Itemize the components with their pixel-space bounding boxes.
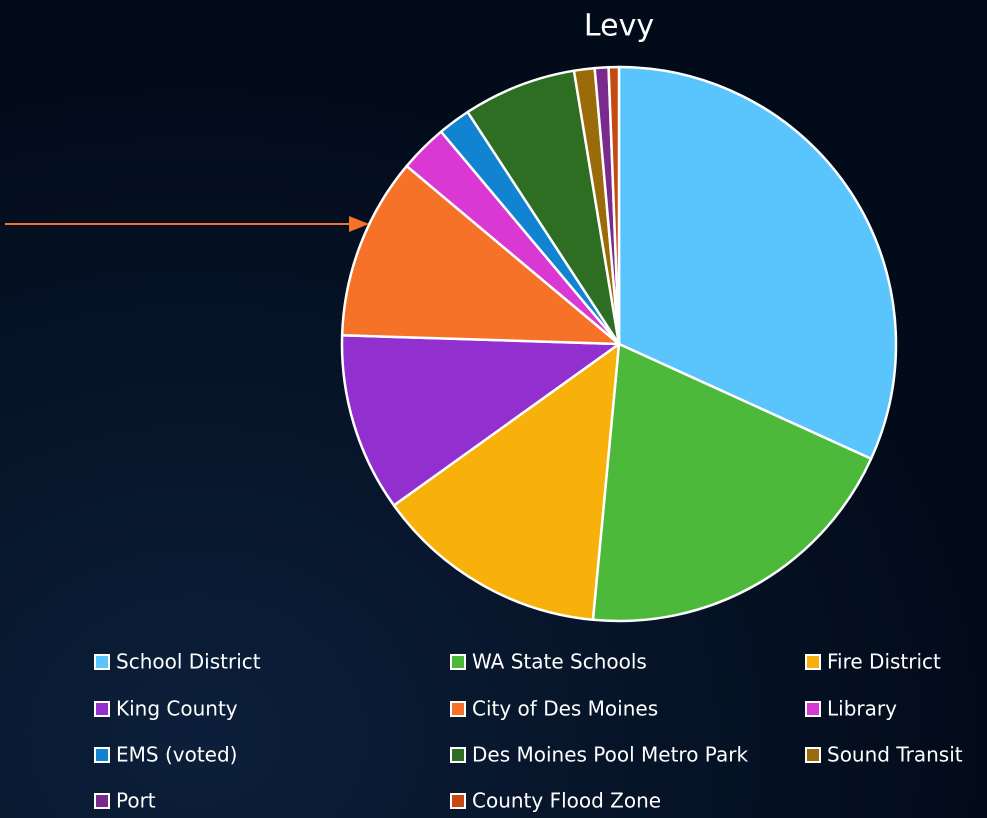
legend-swatch — [450, 701, 466, 717]
legend-label: Des Moines Pool Metro Park — [472, 743, 748, 767]
legend-label: School District — [116, 650, 261, 674]
pie-slice — [591, 342, 873, 623]
legend-label: King County — [116, 697, 238, 721]
pie-slice — [607, 65, 621, 346]
pie-slice — [617, 65, 898, 461]
legend-swatch — [450, 793, 466, 809]
legend-label: Fire District — [827, 650, 941, 674]
legend-swatch — [805, 747, 821, 763]
pie-slice — [340, 164, 621, 346]
legend-swatch — [94, 654, 110, 670]
legend-label: WA State Schools — [472, 650, 647, 674]
legend-label: Sound Transit — [827, 743, 963, 767]
chart-title: Levy — [584, 9, 654, 44]
pie-slice — [340, 334, 621, 507]
legend-swatch — [94, 747, 110, 763]
legend-swatch — [94, 793, 110, 809]
legend-label: Library — [827, 697, 897, 721]
pie-slice — [392, 342, 621, 622]
legend-label: City of Des Moines — [472, 697, 658, 721]
legend-swatch — [94, 701, 110, 717]
legend-swatch — [805, 701, 821, 717]
legend-swatch — [450, 654, 466, 670]
legend-swatch — [450, 747, 466, 763]
legend-label: County Flood Zone — [472, 789, 661, 813]
legend-label: Port — [116, 789, 156, 813]
pie-slice — [466, 69, 621, 346]
legend-label: EMS (voted) — [116, 743, 237, 767]
legend-swatch — [805, 654, 821, 670]
